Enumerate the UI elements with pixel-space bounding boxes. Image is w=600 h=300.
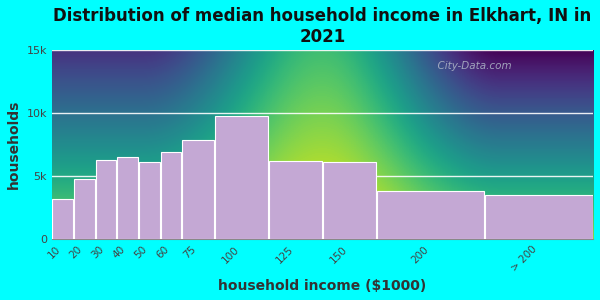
Bar (95, 160, 116, 239)
Bar (323, 162, 376, 239)
Bar (139, 162, 160, 239)
Bar (269, 161, 322, 239)
Bar (118, 157, 138, 239)
Bar (161, 152, 181, 239)
Bar (182, 140, 214, 239)
Text: City-Data.com: City-Data.com (431, 61, 511, 71)
Title: Distribution of median household income in Elkhart, IN in
2021: Distribution of median household income … (53, 7, 592, 46)
Bar (74, 179, 95, 239)
Bar (377, 191, 484, 239)
X-axis label: household income ($1000): household income ($1000) (218, 279, 427, 293)
Bar (485, 195, 593, 239)
Bar (215, 116, 268, 239)
Y-axis label: households: households (7, 100, 21, 189)
Bar (52, 199, 73, 239)
